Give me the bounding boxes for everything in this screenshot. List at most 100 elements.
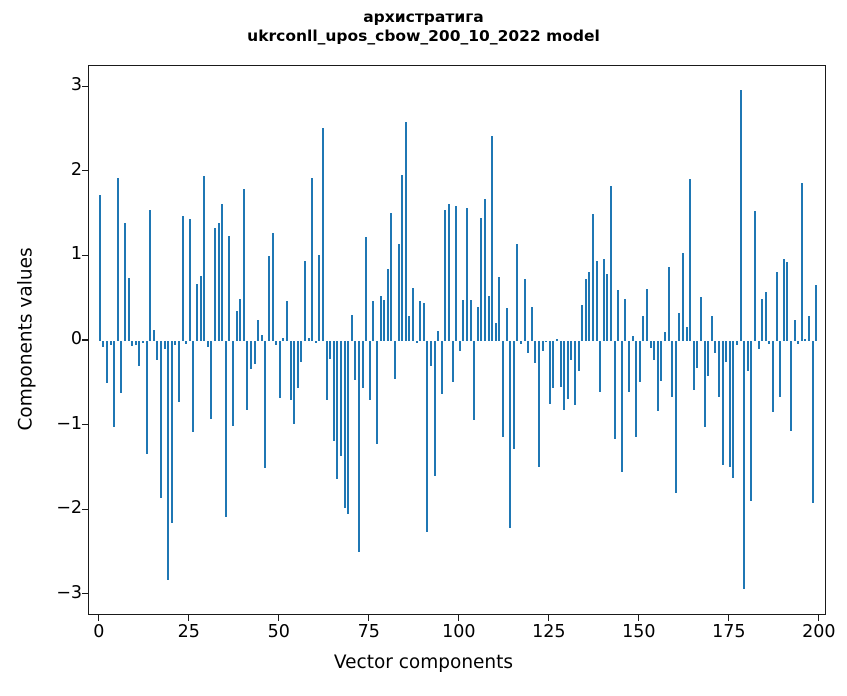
bar	[325, 341, 328, 401]
bar	[699, 297, 703, 341]
bar	[591, 214, 595, 341]
bar	[314, 341, 317, 343]
bar	[487, 296, 490, 341]
bar	[404, 121, 407, 341]
bar	[545, 341, 548, 342]
bar	[411, 287, 415, 341]
bar	[789, 341, 793, 431]
bar-series	[89, 66, 825, 614]
bar	[361, 341, 364, 389]
bar	[375, 341, 379, 445]
bar	[163, 341, 166, 350]
bar	[102, 341, 105, 347]
bar	[282, 338, 285, 341]
bar	[714, 341, 717, 353]
bar	[642, 315, 645, 341]
bar	[570, 341, 573, 361]
bar	[782, 258, 785, 341]
x-tick-label: 150	[622, 622, 656, 642]
bar	[149, 209, 152, 341]
bar	[357, 341, 361, 552]
bar	[152, 330, 155, 341]
bar	[541, 341, 544, 352]
bar	[332, 341, 335, 441]
bar	[271, 232, 274, 341]
bar	[483, 198, 487, 341]
bar	[581, 305, 584, 341]
bar	[426, 341, 429, 533]
bar	[231, 341, 235, 426]
bar	[390, 213, 393, 341]
bar	[257, 319, 260, 341]
bar	[620, 341, 623, 473]
bar	[725, 341, 728, 363]
bar	[249, 341, 253, 369]
bar	[321, 127, 325, 341]
x-tick-mark	[278, 615, 280, 621]
y-tick-mark	[82, 423, 88, 426]
bar	[260, 335, 263, 341]
bar	[455, 205, 458, 341]
bar	[138, 341, 141, 367]
bar	[663, 331, 667, 341]
bar	[235, 310, 238, 341]
bar	[174, 341, 177, 346]
bar	[595, 260, 598, 341]
bar	[566, 341, 569, 400]
bar	[775, 271, 778, 341]
bar	[797, 341, 800, 345]
bar	[512, 341, 515, 450]
bar	[188, 219, 191, 341]
bar	[473, 341, 476, 420]
x-tick-mark	[638, 615, 640, 621]
bar	[602, 258, 605, 341]
bar	[739, 89, 742, 341]
bar	[746, 341, 749, 372]
bar	[170, 341, 173, 523]
bar	[757, 341, 760, 350]
bar	[429, 341, 433, 367]
bar	[181, 215, 184, 341]
bar	[631, 335, 634, 341]
bar	[584, 279, 587, 341]
bar	[480, 218, 483, 341]
bar	[177, 341, 181, 402]
bar	[674, 341, 677, 494]
bar	[476, 307, 479, 341]
bar	[365, 236, 368, 341]
bar	[491, 136, 494, 341]
bar	[555, 339, 559, 341]
x-tick-label: 100	[442, 622, 476, 642]
bar	[667, 266, 670, 341]
bar	[462, 300, 465, 341]
bar	[242, 188, 245, 341]
bar	[743, 341, 746, 589]
bar	[415, 341, 418, 343]
bar	[339, 341, 343, 457]
bar	[552, 341, 555, 388]
y-tick-label: −2	[56, 498, 82, 519]
x-tick-mark	[818, 615, 820, 621]
x-tick-label: 200	[802, 622, 836, 642]
bar	[408, 315, 411, 341]
bar	[336, 341, 339, 479]
bar	[811, 341, 814, 503]
bar	[530, 307, 533, 341]
bar	[645, 288, 649, 341]
x-tick-label: 0	[93, 622, 105, 642]
bar	[509, 341, 512, 528]
bar	[145, 341, 148, 455]
bar	[761, 298, 764, 341]
bar	[397, 243, 400, 341]
x-tick-mark	[458, 615, 460, 621]
y-tick-label: 2	[70, 159, 82, 180]
y-tick-mark	[82, 339, 88, 341]
bar	[393, 341, 397, 380]
x-tick-mark	[548, 615, 550, 621]
bar	[239, 298, 242, 341]
bar	[559, 341, 562, 387]
bar	[800, 182, 803, 341]
y-tick-label: 1	[70, 244, 82, 265]
x-tick-label: 25	[177, 622, 200, 642]
